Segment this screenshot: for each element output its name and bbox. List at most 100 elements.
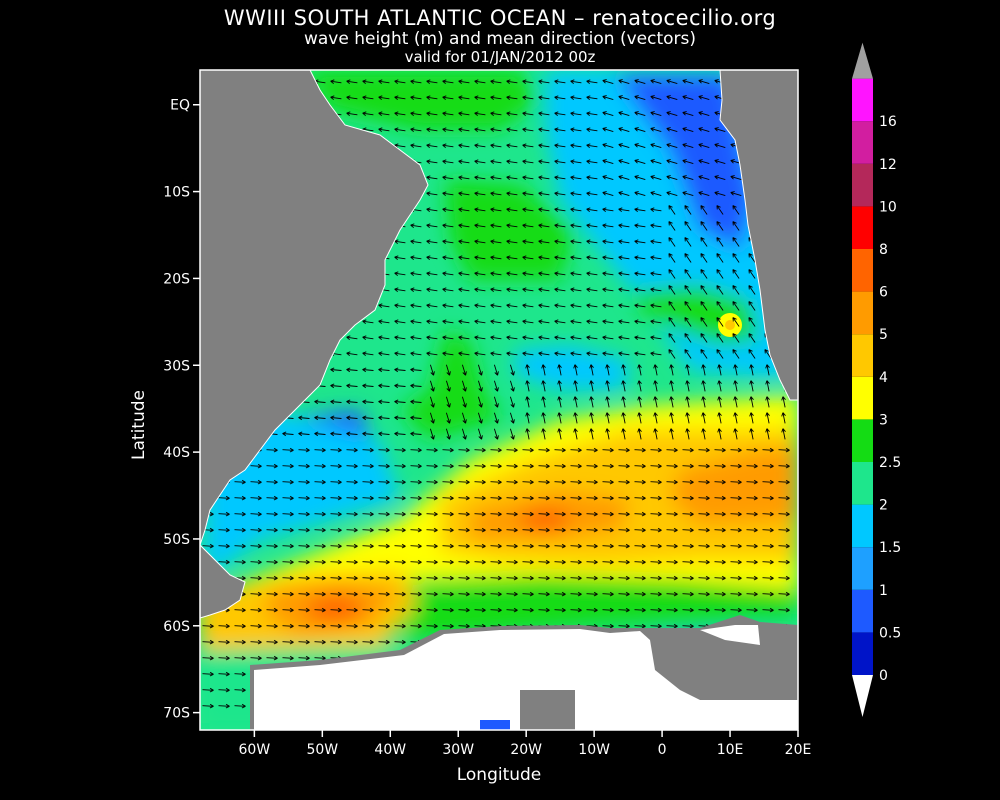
direction-arrow (764, 349, 772, 359)
direction-arrow (538, 271, 550, 276)
colorbar-segment (852, 419, 873, 462)
direction-arrow (666, 607, 678, 613)
direction-arrow (394, 239, 406, 244)
direction-arrow (458, 127, 470, 132)
direction-arrow (474, 255, 486, 260)
direction-arrow (618, 319, 630, 324)
colorbar-segment (852, 589, 873, 633)
direction-arrow (730, 495, 742, 501)
direction-arrow (490, 591, 502, 597)
direction-arrow (442, 463, 454, 469)
direction-arrow (410, 303, 422, 308)
direction-arrow (394, 463, 406, 469)
direction-arrow (573, 380, 578, 392)
direction-arrow (362, 575, 374, 581)
direction-arrow (570, 191, 582, 196)
direction-arrow (781, 412, 786, 424)
direction-arrow (490, 543, 502, 549)
direction-arrow (682, 591, 694, 597)
direction-arrow (346, 527, 358, 533)
direction-arrow (522, 511, 534, 517)
direction-arrow (650, 191, 662, 197)
direction-arrow (570, 335, 582, 340)
direction-arrow (650, 575, 662, 581)
direction-arrow (684, 221, 692, 231)
direction-arrow (442, 95, 454, 100)
direction-arrow (570, 303, 582, 308)
direction-arrow (634, 143, 646, 149)
direction-arrow (346, 479, 358, 485)
direction-arrow (570, 223, 582, 228)
direction-arrow (666, 591, 678, 597)
direction-arrow (634, 207, 646, 212)
direction-arrow (378, 319, 390, 324)
colorbar-segment (852, 334, 873, 377)
direction-arrow (234, 623, 246, 629)
direction-arrow (717, 364, 722, 376)
direction-arrow (458, 527, 470, 533)
colorbar-segment (852, 462, 873, 505)
direction-arrow (618, 479, 630, 485)
direction-arrow (282, 543, 294, 549)
direction-arrow (426, 575, 438, 581)
direction-arrow (730, 527, 742, 533)
direction-arrow (650, 287, 662, 292)
direction-arrow (282, 607, 294, 613)
direction-arrow (234, 511, 246, 517)
direction-arrow (410, 127, 422, 132)
direction-arrow (666, 79, 678, 85)
direction-arrow (682, 559, 694, 565)
direction-arrow (700, 205, 708, 215)
direction-arrow (506, 79, 518, 84)
wave-zone-2-2-5m-central (445, 180, 575, 280)
direction-arrow (410, 399, 422, 405)
direction-arrow (650, 239, 662, 244)
direction-arrow (573, 428, 578, 440)
direction-arrow (538, 143, 550, 148)
direction-arrow (570, 175, 582, 180)
direction-arrow (634, 511, 646, 517)
direction-arrow (250, 511, 262, 517)
direction-arrow (522, 591, 534, 597)
direction-arrow (586, 191, 598, 196)
direction-arrow (442, 607, 454, 613)
direction-arrow (554, 303, 566, 308)
direction-arrow (442, 575, 454, 581)
direction-arrow (602, 111, 614, 117)
direction-arrow (458, 447, 470, 453)
direction-arrow (490, 575, 502, 581)
direction-arrow (586, 127, 598, 132)
direction-arrow (458, 479, 470, 485)
direction-arrow (410, 431, 422, 437)
direction-arrow (650, 95, 662, 101)
direction-arrow (490, 207, 502, 212)
direction-arrow (698, 79, 710, 85)
direction-arrow (250, 623, 262, 629)
direction-arrow (618, 239, 630, 244)
direction-arrow (714, 495, 726, 501)
direction-arrow (346, 367, 358, 373)
direction-arrow (474, 559, 486, 565)
direction-arrow (554, 447, 566, 453)
direction-arrow (362, 111, 374, 116)
direction-arrow (282, 495, 294, 501)
direction-arrow (346, 623, 358, 629)
direction-arrow (346, 463, 358, 469)
direction-arrow (525, 364, 530, 376)
direction-arrow (266, 623, 278, 629)
direction-arrow (234, 479, 246, 485)
direction-arrow (474, 335, 486, 340)
direction-arrow (490, 479, 502, 485)
direction-arrow (570, 255, 582, 260)
direction-arrow (522, 527, 534, 533)
direction-arrow (234, 559, 246, 565)
direction-arrow (362, 399, 374, 405)
direction-arrow (426, 447, 438, 453)
direction-arrow (650, 207, 662, 212)
direction-arrow (410, 383, 422, 389)
direction-arrow (538, 607, 550, 613)
direction-arrow (442, 271, 454, 276)
direction-arrow (266, 639, 278, 645)
direction-arrow (618, 527, 630, 533)
direction-arrow (716, 301, 724, 311)
